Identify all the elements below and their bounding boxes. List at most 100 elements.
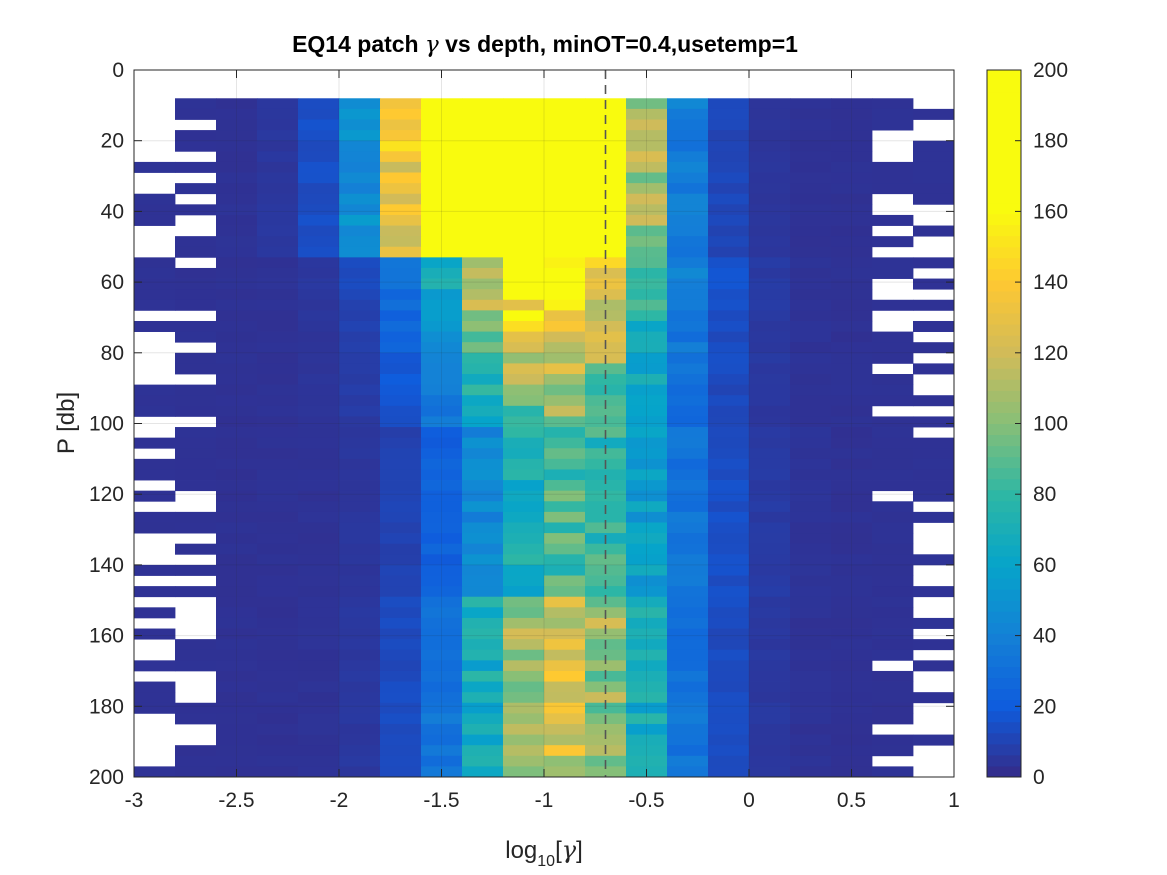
heatmap-cell [831,310,873,322]
heatmap-cell [749,564,791,576]
colorbar-band [987,180,1021,193]
heatmap-cell [544,575,586,587]
heatmap-cell [380,607,422,619]
heatmap-cell [585,554,627,566]
heatmap-cell [667,501,709,513]
heatmap-cell [831,501,873,513]
heatmap-cell [462,108,504,120]
colorbar-band [987,688,1021,701]
heatmap-cell [503,193,545,205]
heatmap-cell [421,639,463,651]
heatmap-cell [872,384,914,396]
heatmap-cell [831,702,873,714]
heatmap-cell [503,543,545,555]
heatmap-cell [626,681,668,693]
heatmap-cell [790,745,832,757]
x-label-close: ] [576,837,583,864]
colorbar-band [987,279,1021,292]
heatmap-cell [708,702,750,714]
heatmap-cell [708,511,750,523]
heatmap-cell [462,278,504,290]
heatmap-cell [216,427,258,439]
heatmap-cell [421,98,463,110]
colorbar-band [987,445,1021,458]
heatmap-cell [421,172,463,184]
heatmap-cell [667,236,709,248]
heatmap-cell [462,363,504,375]
heatmap-cell [216,214,258,226]
heatmap-cell [790,108,832,120]
heatmap-cell [503,140,545,152]
heatmap-cell [544,374,586,386]
colorbar-band [987,224,1021,237]
heatmap-cell [667,214,709,226]
heatmap-cell [872,161,914,173]
heatmap-cell [872,214,914,226]
heatmap-cell [462,702,504,714]
heatmap-cell [462,161,504,173]
heatmap-cell [708,267,750,279]
heatmap-cell [585,151,627,163]
heatmap-cell [134,564,176,576]
heatmap-cell [831,628,873,640]
heatmap-cell [749,299,791,311]
heatmap-cell [708,543,750,555]
heatmap-cell [503,617,545,629]
heatmap-cell [626,755,668,767]
heatmap-cell [749,363,791,375]
heatmap-cell [708,140,750,152]
heatmap-cell [626,511,668,523]
heatmap-cell [585,543,627,555]
colorbar-band [987,401,1021,413]
heatmap-cell [339,596,381,608]
heatmap-cell [462,374,504,386]
heatmap-cell [913,342,955,354]
heatmap-cell [708,670,750,682]
colorbar-band [987,622,1021,634]
heatmap-cell [831,193,873,205]
heatmap-cell [503,246,545,258]
heatmap-cell [831,416,873,428]
heatmap-cell [462,639,504,651]
heatmap-cell [339,140,381,152]
colorbar-band [987,390,1021,402]
heatmap-cell [708,723,750,735]
heatmap-cell [380,766,422,778]
heatmap-cell [380,363,422,375]
heatmap-cell [257,480,299,492]
heatmap-cell [544,267,586,279]
heatmap-cell [257,342,299,354]
heatmap-cell [298,119,340,131]
heatmap-cell [462,299,504,311]
heatmap-cell [749,320,791,332]
heatmap-cell [872,267,914,279]
heatmap-cell [380,405,422,417]
heatmap-cell [175,564,217,576]
heatmap-cell [421,405,463,417]
heatmap-cell [790,533,832,545]
heatmap-cell [257,257,299,269]
heatmap-cell [134,193,176,205]
heatmap-cell [216,533,258,545]
heatmap-cell [380,692,422,704]
heatmap-cell [544,458,586,470]
heatmap-cell [708,554,750,566]
heatmap-cell [503,607,545,619]
heatmap-cell [790,289,832,301]
heatmap-cell [380,490,422,502]
heatmap-cell [380,310,422,322]
heatmap-cell [667,554,709,566]
heatmap-cell [134,469,176,481]
heatmap-cell [544,289,586,301]
heatmap-cell [175,458,217,470]
heatmap-cell [298,395,340,407]
heatmap-cell [667,702,709,714]
heatmap-cell [544,448,586,460]
heatmap-cell [708,628,750,640]
heatmap-cell [216,289,258,301]
heatmap-cell [339,469,381,481]
colorbar-tick-label: 140 [1033,271,1068,294]
heatmap-cell [831,533,873,545]
heatmap-cell [503,320,545,332]
heatmap-cell [298,713,340,725]
